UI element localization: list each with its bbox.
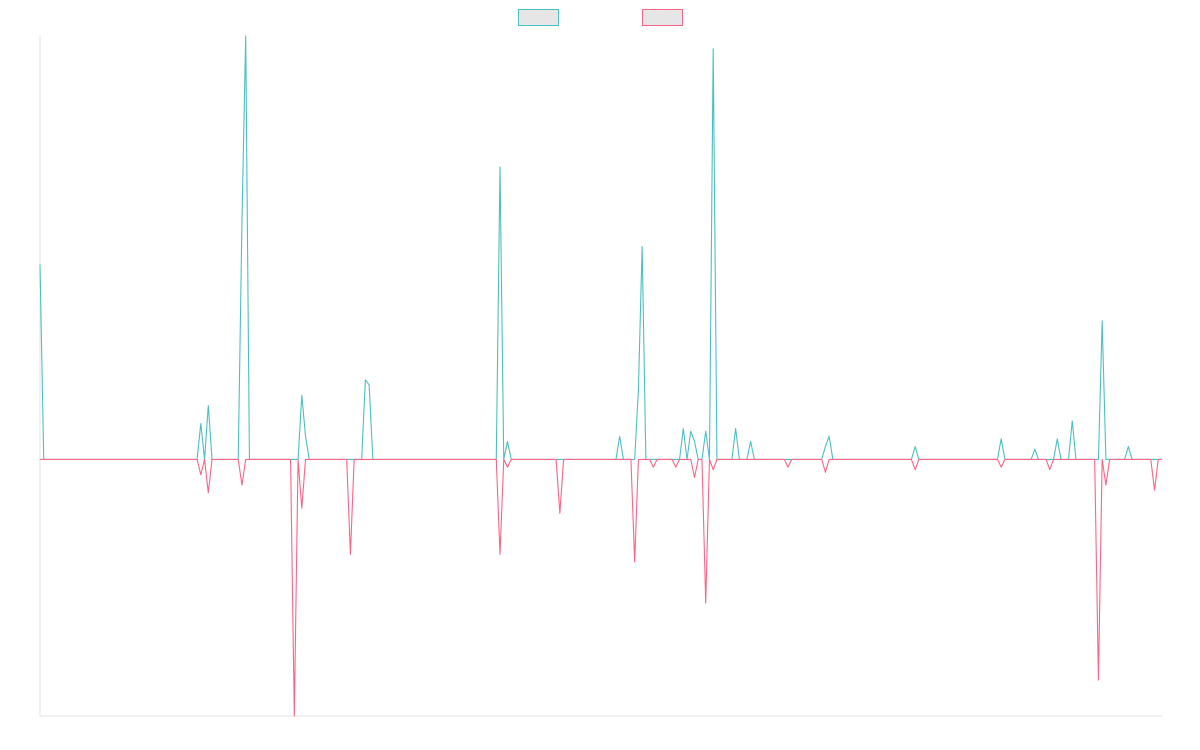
- legend-swatch-2[interactable]: [642, 9, 683, 26]
- legend: [518, 9, 683, 26]
- axes: [39, 36, 1162, 717]
- series-layer: [39, 35, 1162, 717]
- legend-swatch-1[interactable]: [518, 9, 559, 26]
- series-line-1: [39, 35, 1162, 460]
- series-line-2: [40, 458, 1162, 717]
